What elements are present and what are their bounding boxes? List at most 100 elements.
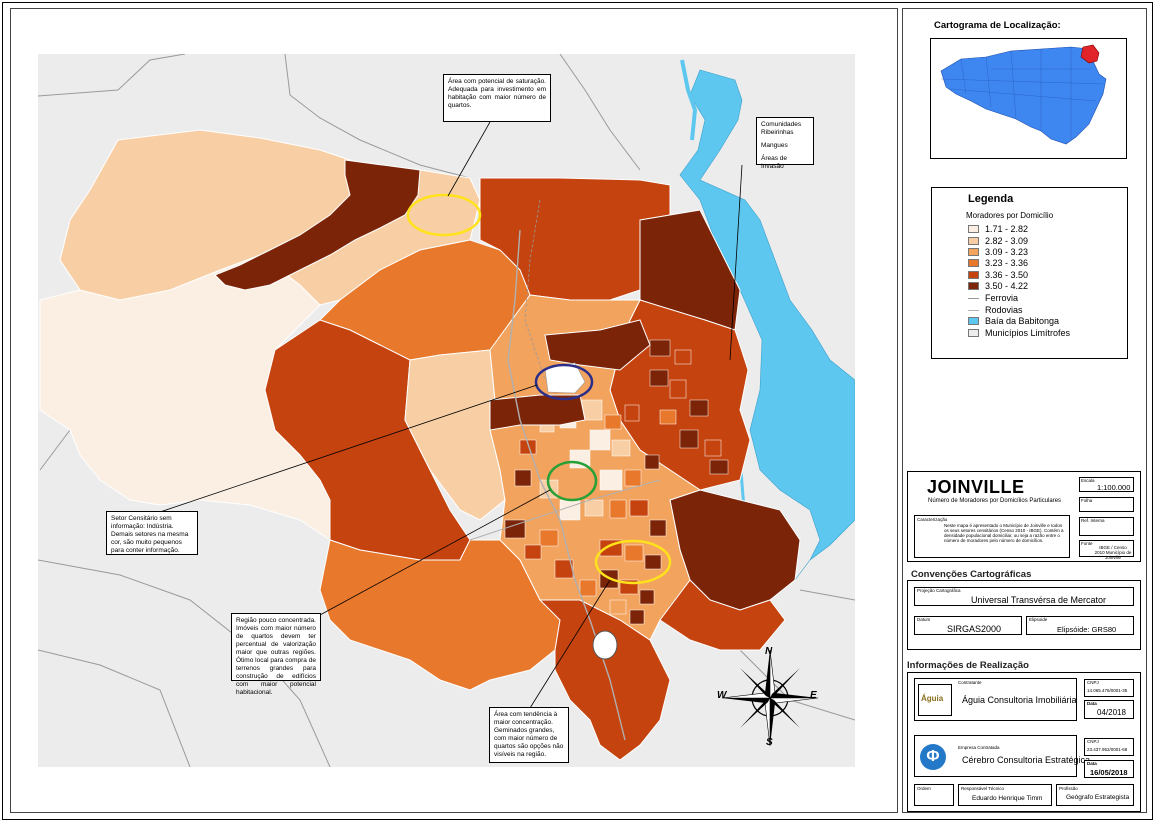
callout-high-density: Área com tendência à maior concentração.… bbox=[489, 707, 569, 763]
legend-label: 3.50 - 4.22 bbox=[985, 281, 1029, 291]
elipsoide-value: Elipsóide: GRS80 bbox=[1057, 625, 1117, 634]
legend-label: 1.71 - 2.82 bbox=[985, 224, 1029, 234]
projecao-box bbox=[914, 587, 1134, 606]
data1-value: 04/2018 bbox=[1097, 708, 1126, 717]
profissao-value: Geógrafo Estrategista bbox=[1066, 794, 1130, 801]
callout-riverside-line3: Áreas de Invasão bbox=[761, 155, 788, 170]
cnpj2-box bbox=[1084, 738, 1134, 756]
responsavel-label: Responsável Técnico bbox=[961, 786, 1004, 791]
legend-class-2: 2.82 - 3.09 bbox=[968, 236, 1028, 246]
legend-box bbox=[931, 187, 1128, 359]
legend-class-5: 3.36 - 3.50 bbox=[968, 270, 1028, 280]
babitonga-bay bbox=[679, 69, 855, 581]
data1-label: Data bbox=[1087, 701, 1097, 706]
projecao-value: Universal Transvérsa de Mercator bbox=[971, 595, 1107, 605]
sector-no-data bbox=[544, 362, 586, 394]
legend-label: 3.36 - 3.50 bbox=[985, 270, 1029, 280]
cnpj1-label: CNPJ bbox=[1087, 680, 1099, 685]
map-subtitle: Número de Moradores por Domicílios Parti… bbox=[928, 498, 1062, 504]
choropleth-map bbox=[38, 54, 855, 767]
compass-e: E bbox=[810, 690, 817, 701]
legend-neighbors: Municípios Limítrofes bbox=[968, 328, 1070, 338]
callout-riverside: Comunidades Ribeirinhas Mangues Áreas de… bbox=[756, 117, 814, 170]
callout-riverside-line1: Comunidades Ribeirinhas bbox=[761, 121, 802, 136]
empresa-box bbox=[914, 735, 1077, 777]
empresa-value: Cérebro Consultoria Estratégica bbox=[962, 755, 1091, 765]
callout-low-density: Região pouco concentrada. Imóveis com ma… bbox=[231, 613, 321, 696]
river bbox=[680, 59, 698, 141]
scale-box bbox=[1079, 477, 1134, 492]
folha-box bbox=[1079, 497, 1134, 512]
caracterizacao-label: Caracterização bbox=[917, 517, 948, 522]
locator-map bbox=[940, 44, 1107, 145]
legend-label: 3.23 - 3.36 bbox=[985, 258, 1029, 268]
datum-label: Datum bbox=[917, 617, 931, 622]
responsavel-value: Eduardo Henrique Timm bbox=[972, 795, 1043, 802]
highlight-ellipse-north bbox=[406, 193, 482, 237]
side-panel bbox=[902, 8, 1147, 813]
legend-class-1: 1.71 - 2.82 bbox=[968, 224, 1028, 234]
legend-swatch bbox=[968, 317, 979, 325]
ref-label: Ref. Interna bbox=[1081, 518, 1105, 523]
legend-label: 3.09 - 3.23 bbox=[985, 247, 1029, 257]
legend-class-3: 3.09 - 3.23 bbox=[968, 247, 1028, 257]
aguia-logo bbox=[918, 684, 952, 716]
cnpj2-label: CNPJ bbox=[1087, 739, 1099, 744]
legend-label: Ferrovia bbox=[985, 293, 1019, 303]
cnpj1-value: 14.065.476/0001-35 bbox=[1087, 688, 1128, 693]
legend-swatch bbox=[968, 271, 979, 279]
fonte-value: IBGE / Censo 2010 Município de Joinville bbox=[1094, 545, 1132, 560]
compass-n: N bbox=[765, 646, 773, 657]
callout-saturation: Área com potencial de saturação. Adequad… bbox=[443, 74, 551, 122]
profissao-box bbox=[1056, 784, 1134, 806]
realizacao-header: Informações de Realização bbox=[907, 660, 1029, 671]
legend-swatch bbox=[968, 259, 979, 267]
highlight-ellipse-center bbox=[546, 460, 598, 502]
data2-box bbox=[1084, 760, 1134, 778]
compass-w: W bbox=[717, 690, 727, 701]
fonte-box bbox=[1079, 540, 1134, 557]
urban-core bbox=[489, 294, 702, 641]
contratante-label: Contratante bbox=[958, 680, 982, 685]
legend-class-6: 3.50 - 4.22 bbox=[968, 281, 1028, 291]
compass-rose bbox=[721, 649, 819, 747]
fonte-label: Fonte bbox=[1081, 541, 1093, 546]
compass-s: S bbox=[766, 737, 773, 748]
legend-label: Municípios Limítrofes bbox=[985, 328, 1071, 338]
ordem-box bbox=[914, 784, 954, 806]
locator-title: Cartograma de Localização: bbox=[934, 20, 1061, 31]
sector-dark-north bbox=[214, 159, 421, 291]
legend-title: Legenda bbox=[968, 193, 1014, 205]
legend-label: 2.82 - 3.09 bbox=[985, 236, 1029, 246]
legend-label: Baía da Babitonga bbox=[985, 316, 1060, 326]
cerebro-logo: Φ bbox=[920, 744, 946, 770]
scale-label: Escala bbox=[1081, 478, 1095, 483]
elipsoide-label: Elipsoide bbox=[1029, 617, 1048, 622]
legend-line-railway bbox=[968, 297, 979, 299]
datum-value: SIRGAS2000 bbox=[947, 624, 1002, 634]
leader-lines bbox=[159, 121, 743, 709]
lake bbox=[592, 630, 618, 660]
caracterizacao-box bbox=[914, 515, 1070, 558]
datum-box bbox=[914, 616, 1022, 635]
legend-swatch bbox=[968, 237, 979, 245]
callout-no-data: Setor Censitário sem informação: Indústr… bbox=[106, 511, 198, 555]
cnpj2-value: 23.437.952/0001-68 bbox=[1087, 747, 1128, 752]
legend-railway: Ferrovia bbox=[968, 293, 1018, 303]
legend-bay: Baía da Babitonga bbox=[968, 316, 1059, 326]
ordem-label: Ordem bbox=[917, 786, 931, 791]
legend-swatch bbox=[968, 248, 979, 256]
profissao-label: Profissão bbox=[1059, 786, 1078, 791]
legend-roads: Rodovias bbox=[968, 305, 1023, 315]
legend-label: Rodovias bbox=[985, 305, 1023, 315]
map-title: JOINVILLE bbox=[927, 477, 1025, 497]
caracterizacao-text: Neste mapa é apresentado o Município de … bbox=[944, 523, 1064, 543]
legend-subtitle: Moradores por Domicílio bbox=[966, 211, 1054, 220]
legend-swatch bbox=[968, 329, 979, 337]
data2-label: Data bbox=[1087, 761, 1097, 766]
cnpj1-box bbox=[1084, 679, 1134, 697]
highlight-ellipse-industrial bbox=[534, 363, 594, 401]
data2-value: 16/05/2018 bbox=[1090, 768, 1128, 777]
sector-dark-upper bbox=[544, 319, 651, 371]
